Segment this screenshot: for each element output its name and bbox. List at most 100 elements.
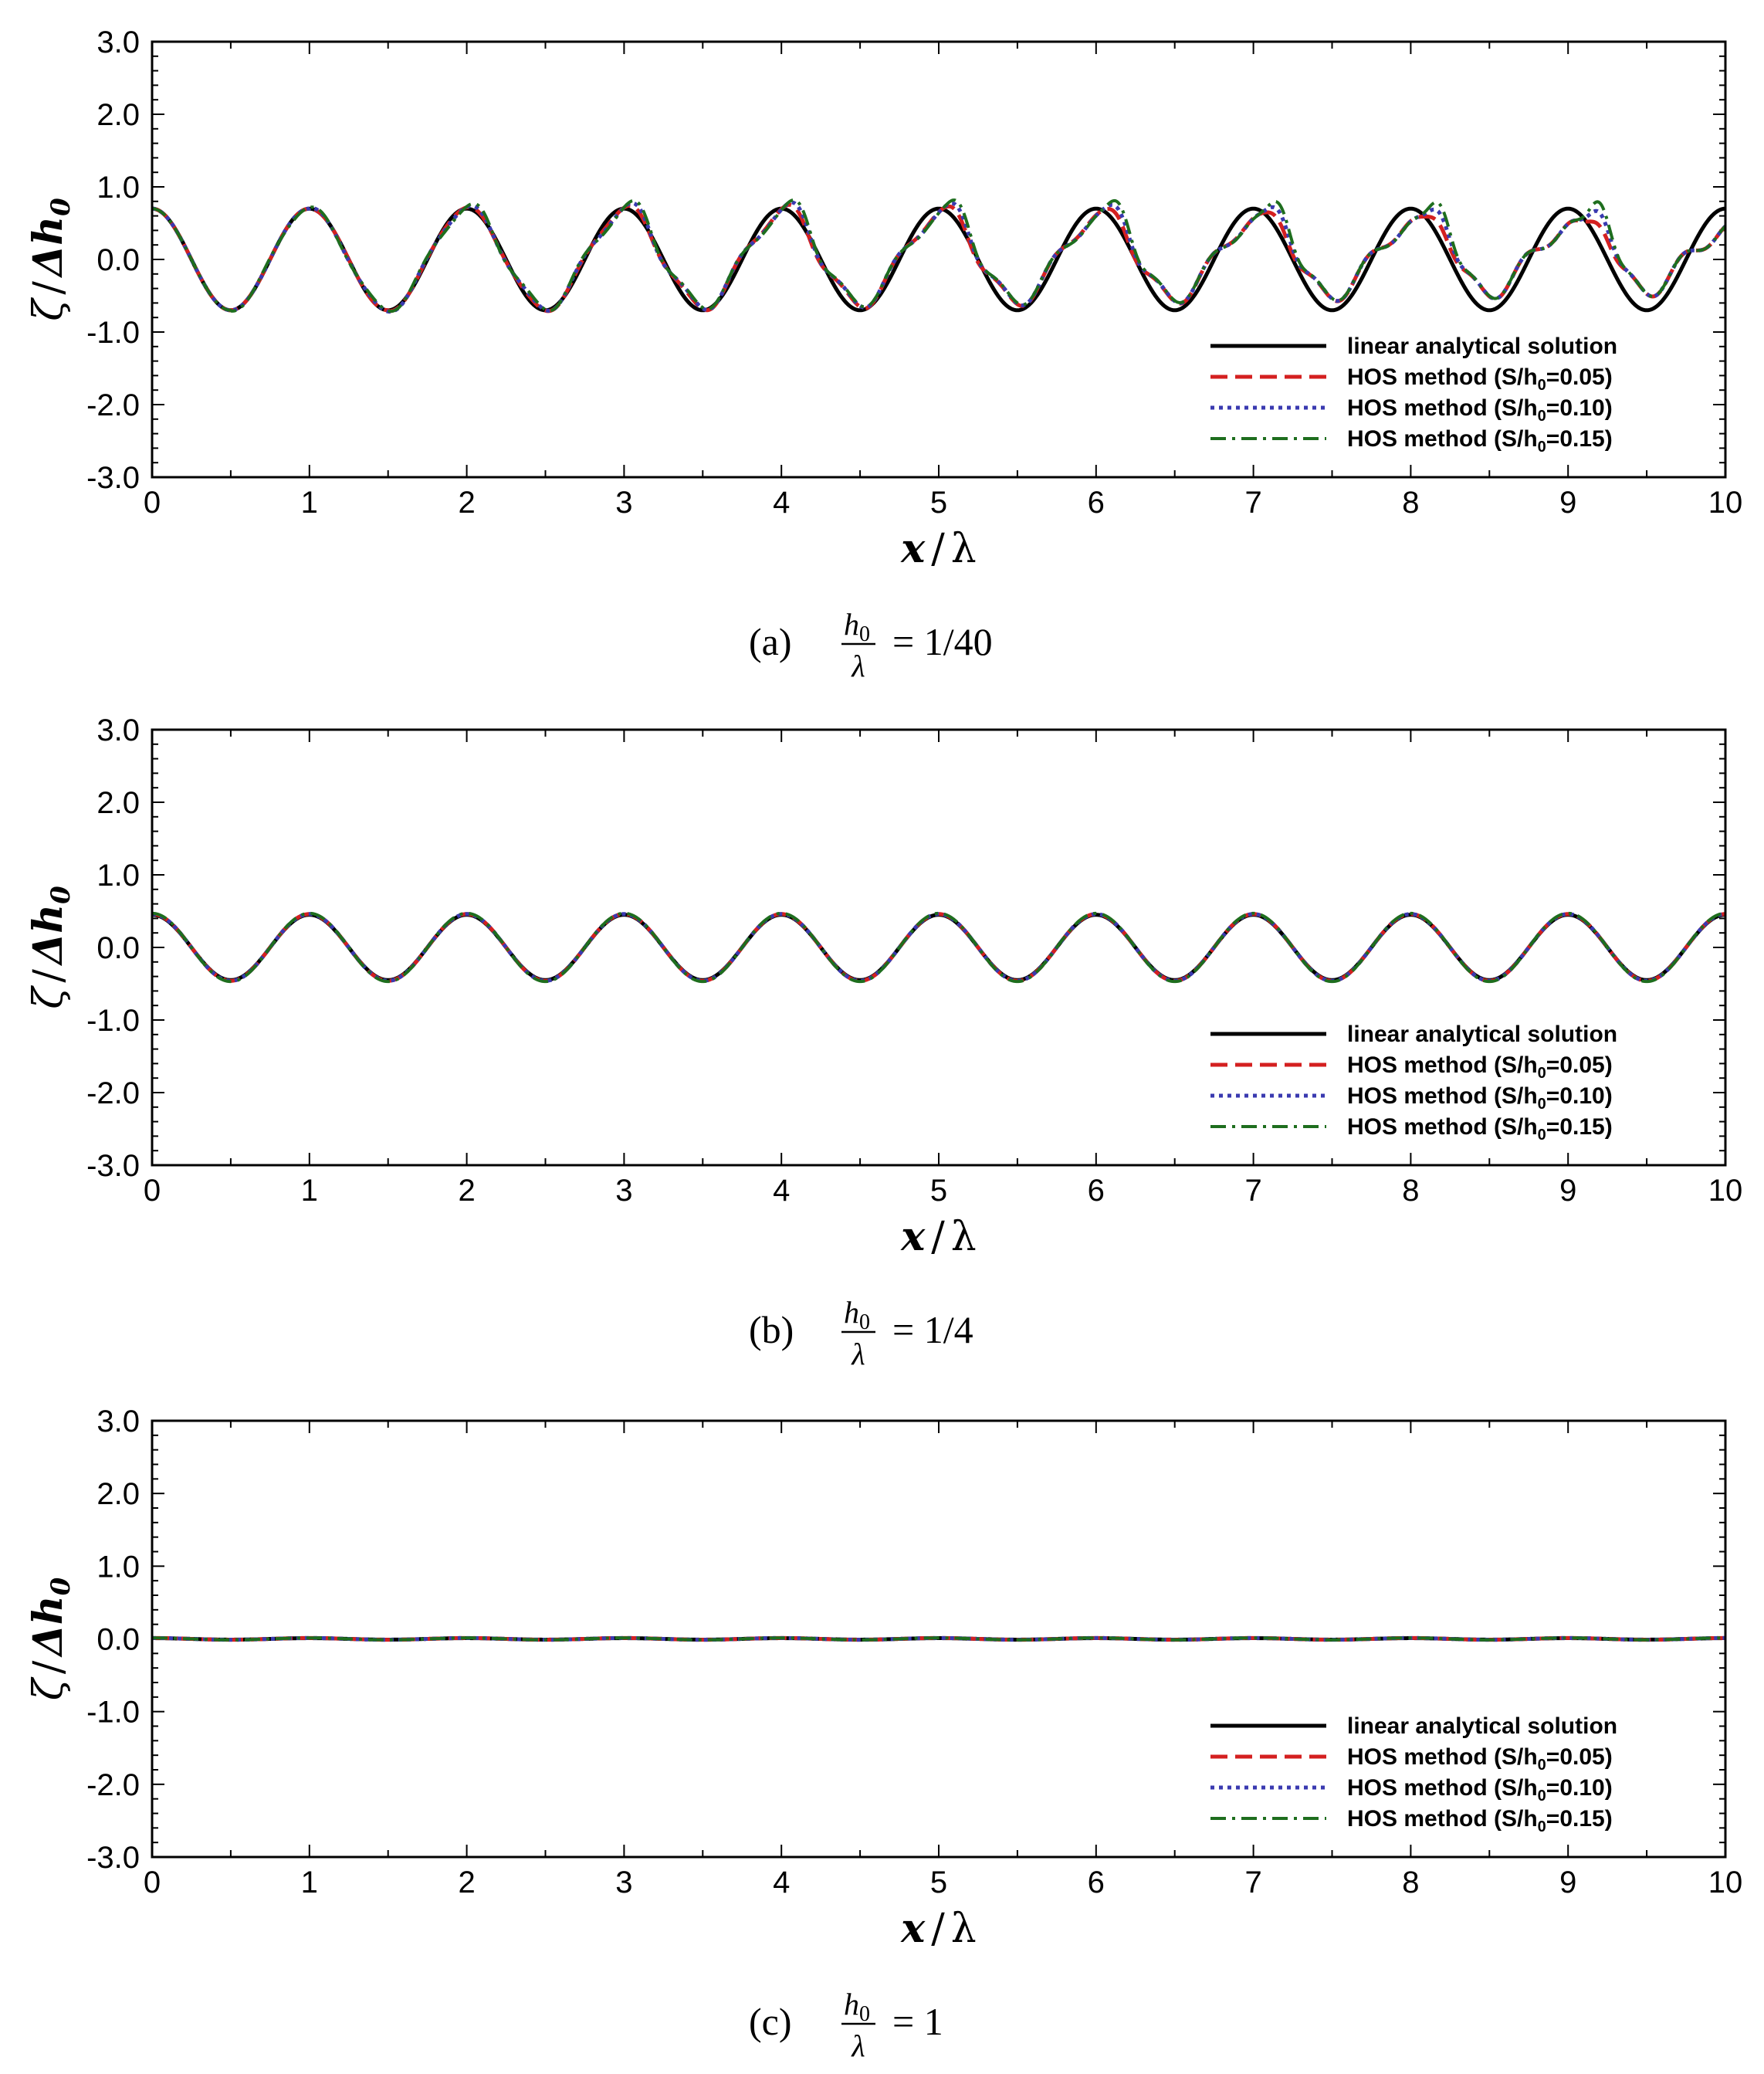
x-tick-label: 0 [144,486,161,520]
caption-prefix: (b) [749,1308,794,1351]
x-tick-label: 7 [1244,486,1261,520]
x-tick-label: 1 [301,1866,318,1899]
y-tick-label: 1.0 [96,171,140,205]
caption-denominator: λ [851,2028,865,2063]
caption-denominator: λ [851,649,865,683]
x-axis-label: x / λ [900,1905,977,1952]
legend-label-2: HOS method (S/h0=0.05) [1347,364,1613,394]
y-tick-label: 2.0 [96,786,140,820]
x-tick-label: 4 [773,486,790,520]
caption-denominator: λ [851,1337,865,1371]
y-tick-label: 0.0 [96,1623,140,1657]
y-tick-label: 1.0 [96,1550,140,1584]
panel-a: 0 1 2 3 4 5 6 7 8 9 10 3.0 2.0 1.0 0.0 -1.0 -2.0 -3.0 x / λ ζ… [25,25,1742,683]
y-tick-label: -1.0 [86,316,140,350]
x-tick-label: 0 [144,1866,161,1899]
panel-caption: (b) h0λ = 1/4 [749,1295,973,1371]
y-tick-label: -1.0 [86,1696,140,1730]
panel-caption: (a) h0λ = 1/40 [749,607,993,683]
panel-caption: (c) h0λ = 1 [749,1987,943,2063]
caption-numerator: h0 [844,1295,870,1334]
x-tick-label: 2 [458,1866,475,1899]
x-tick-label: 0 [144,1174,161,1208]
x-tick-label: 5 [930,1174,947,1208]
legend-label-3: HOS method (S/h0=0.10) [1347,395,1613,425]
x-tick-label: 4 [773,1174,790,1208]
caption-numerator: h0 [844,607,870,646]
caption-value: = 1 [892,2000,943,2043]
y-tick-label: 0.0 [96,931,140,965]
x-tick-label: 5 [930,1866,947,1899]
caption-prefix: (a) [749,620,792,663]
plot-frame [151,1419,1727,1859]
legend-label-3: HOS method (S/h0=0.10) [1347,1083,1613,1113]
x-tick-label: 10 [1708,1866,1743,1899]
caption-numerator: h0 [844,1987,870,2026]
series-line-2 [152,202,1725,313]
series-line-4 [152,911,1725,984]
x-tick-label: 8 [1402,1174,1419,1208]
legend-label-2: HOS method (S/h0=0.05) [1347,1744,1613,1774]
panel-b: 0 1 2 3 4 5 6 7 8 9 10 3.0 2.0 1.0 0.0 -1.0 -2.0 -3.0 x / λ ζ… [25,713,1742,1371]
legend-label-1: linear analytical solution [1347,1022,1617,1047]
caption-value: = 1/40 [892,620,993,663]
series-line-3 [152,912,1725,983]
y-tick-label: -2.0 [86,388,140,422]
x-tick-label: 3 [615,486,632,520]
legend-label-3: HOS method (S/h0=0.10) [1347,1775,1613,1805]
x-tick-label: 10 [1708,486,1743,520]
legend-label-1: linear analytical solution [1347,334,1617,359]
x-tick-label: 5 [930,486,947,520]
legend-label-2: HOS method (S/h0=0.05) [1347,1052,1613,1082]
y-tick-label: -2.0 [86,1076,140,1110]
y-tick-label: 3.0 [96,713,140,747]
x-tick-label: 9 [1559,1174,1576,1208]
x-tick-label: 2 [458,1174,475,1208]
x-axis-label: x / λ [900,525,977,572]
x-tick-label: 6 [1088,486,1105,520]
series-line-1 [152,913,1725,982]
y-axis-label: ζ/Δh0 [25,1577,76,1700]
y-tick-label: -3.0 [86,1841,140,1875]
caption-prefix: (c) [749,2000,792,2043]
x-tick-label: 3 [615,1174,632,1208]
x-tick-label: 7 [1244,1866,1261,1899]
legend-label-4: HOS method (S/h0=0.15) [1347,1114,1613,1144]
legend: linear analytical solution HOS method (S/… [1210,1713,1617,1835]
y-axis-label: ζ/Δh0 [25,886,76,1009]
x-tick-label: 6 [1088,1174,1105,1208]
panel-c: 0 1 2 3 4 5 6 7 8 9 10 3.0 2.0 1.0 0.0 -1.0 -2.0 -3.0 x / λ ζ… [25,1405,1742,2063]
y-tick-label: -2.0 [86,1768,140,1802]
y-tick-label: 0.0 [96,243,140,277]
legend-label-1: linear analytical solution [1347,1713,1617,1739]
y-tick-label: -3.0 [86,461,140,495]
x-tick-label: 8 [1402,486,1419,520]
y-tick-label: -1.0 [86,1004,140,1038]
series-line-2 [152,912,1725,983]
series-line-4 [152,1636,1725,1642]
plot-frame [151,40,1727,479]
caption-value: = 1/4 [892,1308,973,1351]
x-tick-label: 10 [1708,1174,1743,1208]
x-tick-label: 6 [1088,1866,1105,1899]
x-tick-label: 1 [301,1174,318,1208]
plot-frame [151,728,1727,1167]
y-tick-label: 3.0 [96,25,140,59]
legend: linear analytical solution HOS method (S/… [1210,1022,1617,1144]
y-tick-label: 3.0 [96,1405,140,1439]
x-tick-label: 9 [1559,1866,1576,1899]
x-tick-label: 8 [1402,1866,1419,1899]
y-axis-label: ζ/Δh0 [25,198,76,321]
x-tick-label: 3 [615,1866,632,1899]
y-tick-label: 2.0 [96,1477,140,1511]
x-tick-label: 1 [301,486,318,520]
legend-label-4: HOS method (S/h0=0.15) [1347,1806,1613,1835]
series-line-4 [152,198,1725,313]
y-tick-label: 2.0 [96,98,140,132]
y-tick-label: -3.0 [86,1149,140,1183]
x-tick-label: 2 [458,486,475,520]
x-tick-label: 9 [1559,486,1576,520]
legend-label-4: HOS method (S/h0=0.15) [1347,426,1613,456]
x-tick-label: 7 [1244,1174,1261,1208]
